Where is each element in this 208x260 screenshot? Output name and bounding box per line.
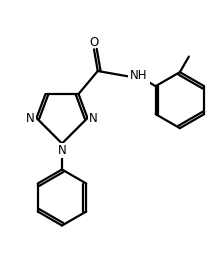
Text: N: N — [89, 112, 98, 125]
Text: NH: NH — [130, 69, 148, 82]
Text: N: N — [26, 112, 35, 125]
Text: N: N — [58, 144, 66, 157]
Text: O: O — [89, 36, 99, 49]
